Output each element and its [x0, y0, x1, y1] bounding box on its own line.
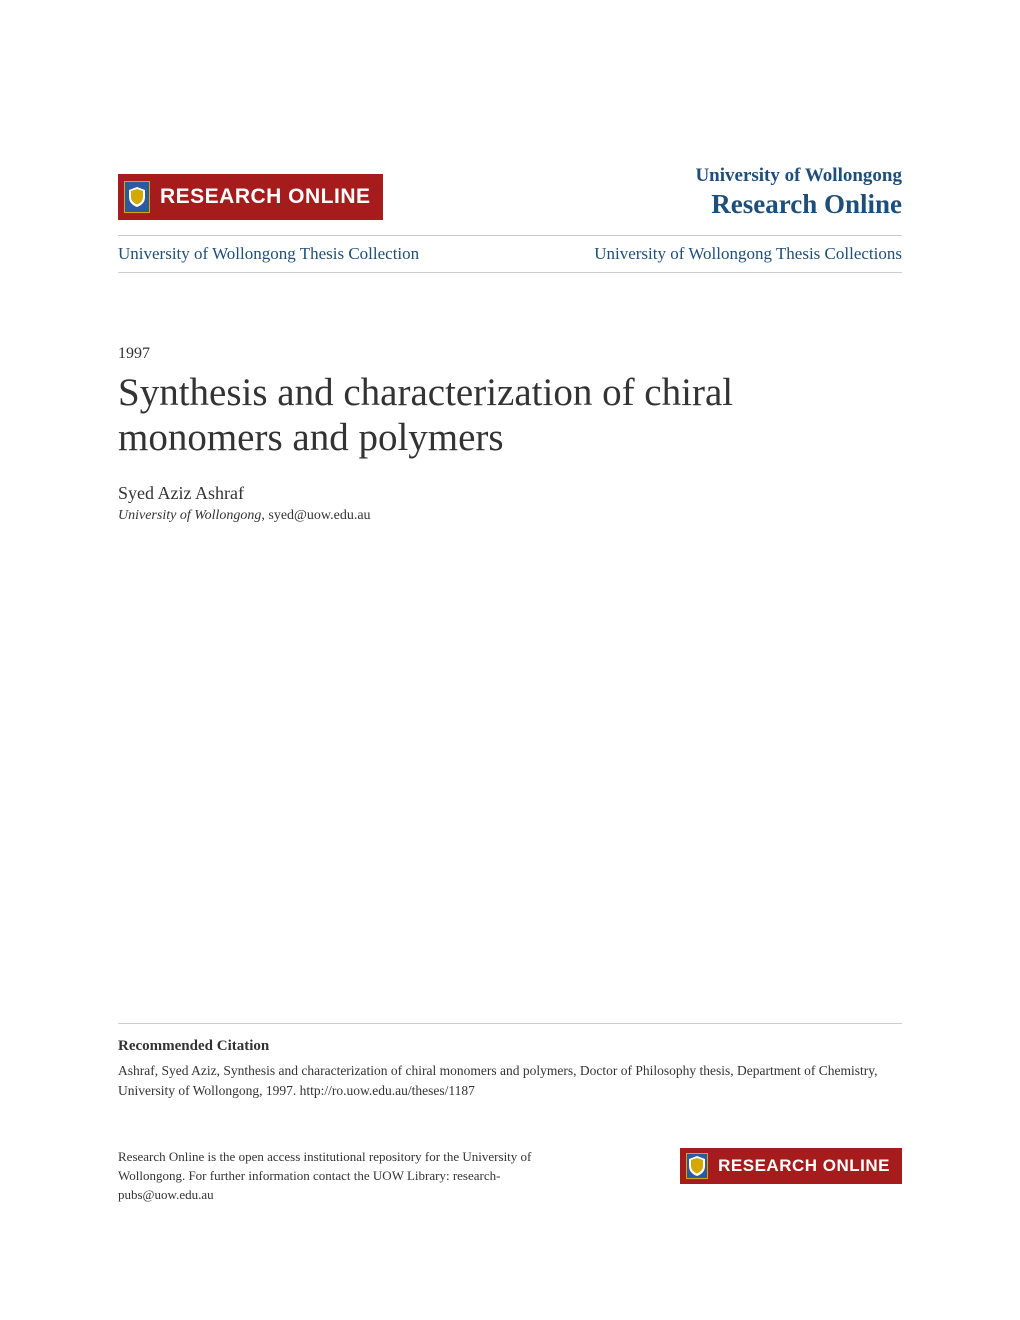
logo-text: RESEARCH ONLINE	[718, 1156, 890, 1176]
institution-block: University of Wollongong Research Online	[695, 165, 902, 220]
citation-heading: Recommended Citation	[118, 1038, 902, 1055]
shield-icon	[124, 181, 150, 213]
publication-year: 1997	[118, 345, 902, 363]
research-online-logo-footer[interactable]: RESEARCH ONLINE	[680, 1148, 902, 1184]
page-container: RESEARCH ONLINE University of Wollongong…	[0, 0, 1020, 574]
footer-bottom-row: Research Online is the open access insti…	[118, 1148, 902, 1205]
repository-name[interactable]: Research Online	[695, 189, 902, 220]
logo-text: RESEARCH ONLINE	[160, 185, 371, 209]
author-affiliation: University of Wollongong, syed@uow.edu.a…	[118, 508, 902, 524]
author-name: Syed Aziz Ashraf	[118, 483, 902, 504]
citation-text: Ashraf, Syed Aziz, Synthesis and charact…	[118, 1061, 902, 1100]
nav-link-collection[interactable]: University of Wollongong Thesis Collecti…	[118, 244, 419, 264]
shield-icon	[686, 1153, 708, 1179]
footer-section: Recommended Citation Ashraf, Syed Aziz, …	[118, 1023, 902, 1205]
affiliation-email: , syed@uow.edu.au	[261, 508, 370, 523]
research-online-logo[interactable]: RESEARCH ONLINE	[118, 174, 383, 220]
breadcrumb-nav: University of Wollongong Thesis Collecti…	[118, 235, 902, 273]
header-row: RESEARCH ONLINE University of Wollongong…	[118, 165, 902, 220]
paper-title: Synthesis and characterization of chiral…	[118, 371, 902, 461]
institution-name[interactable]: University of Wollongong	[695, 165, 902, 187]
citation-block: Recommended Citation Ashraf, Syed Aziz, …	[118, 1023, 902, 1100]
nav-link-collections[interactable]: University of Wollongong Thesis Collecti…	[594, 244, 902, 264]
affiliation-institution: University of Wollongong	[118, 508, 261, 523]
repository-info: Research Online is the open access insti…	[118, 1148, 548, 1205]
